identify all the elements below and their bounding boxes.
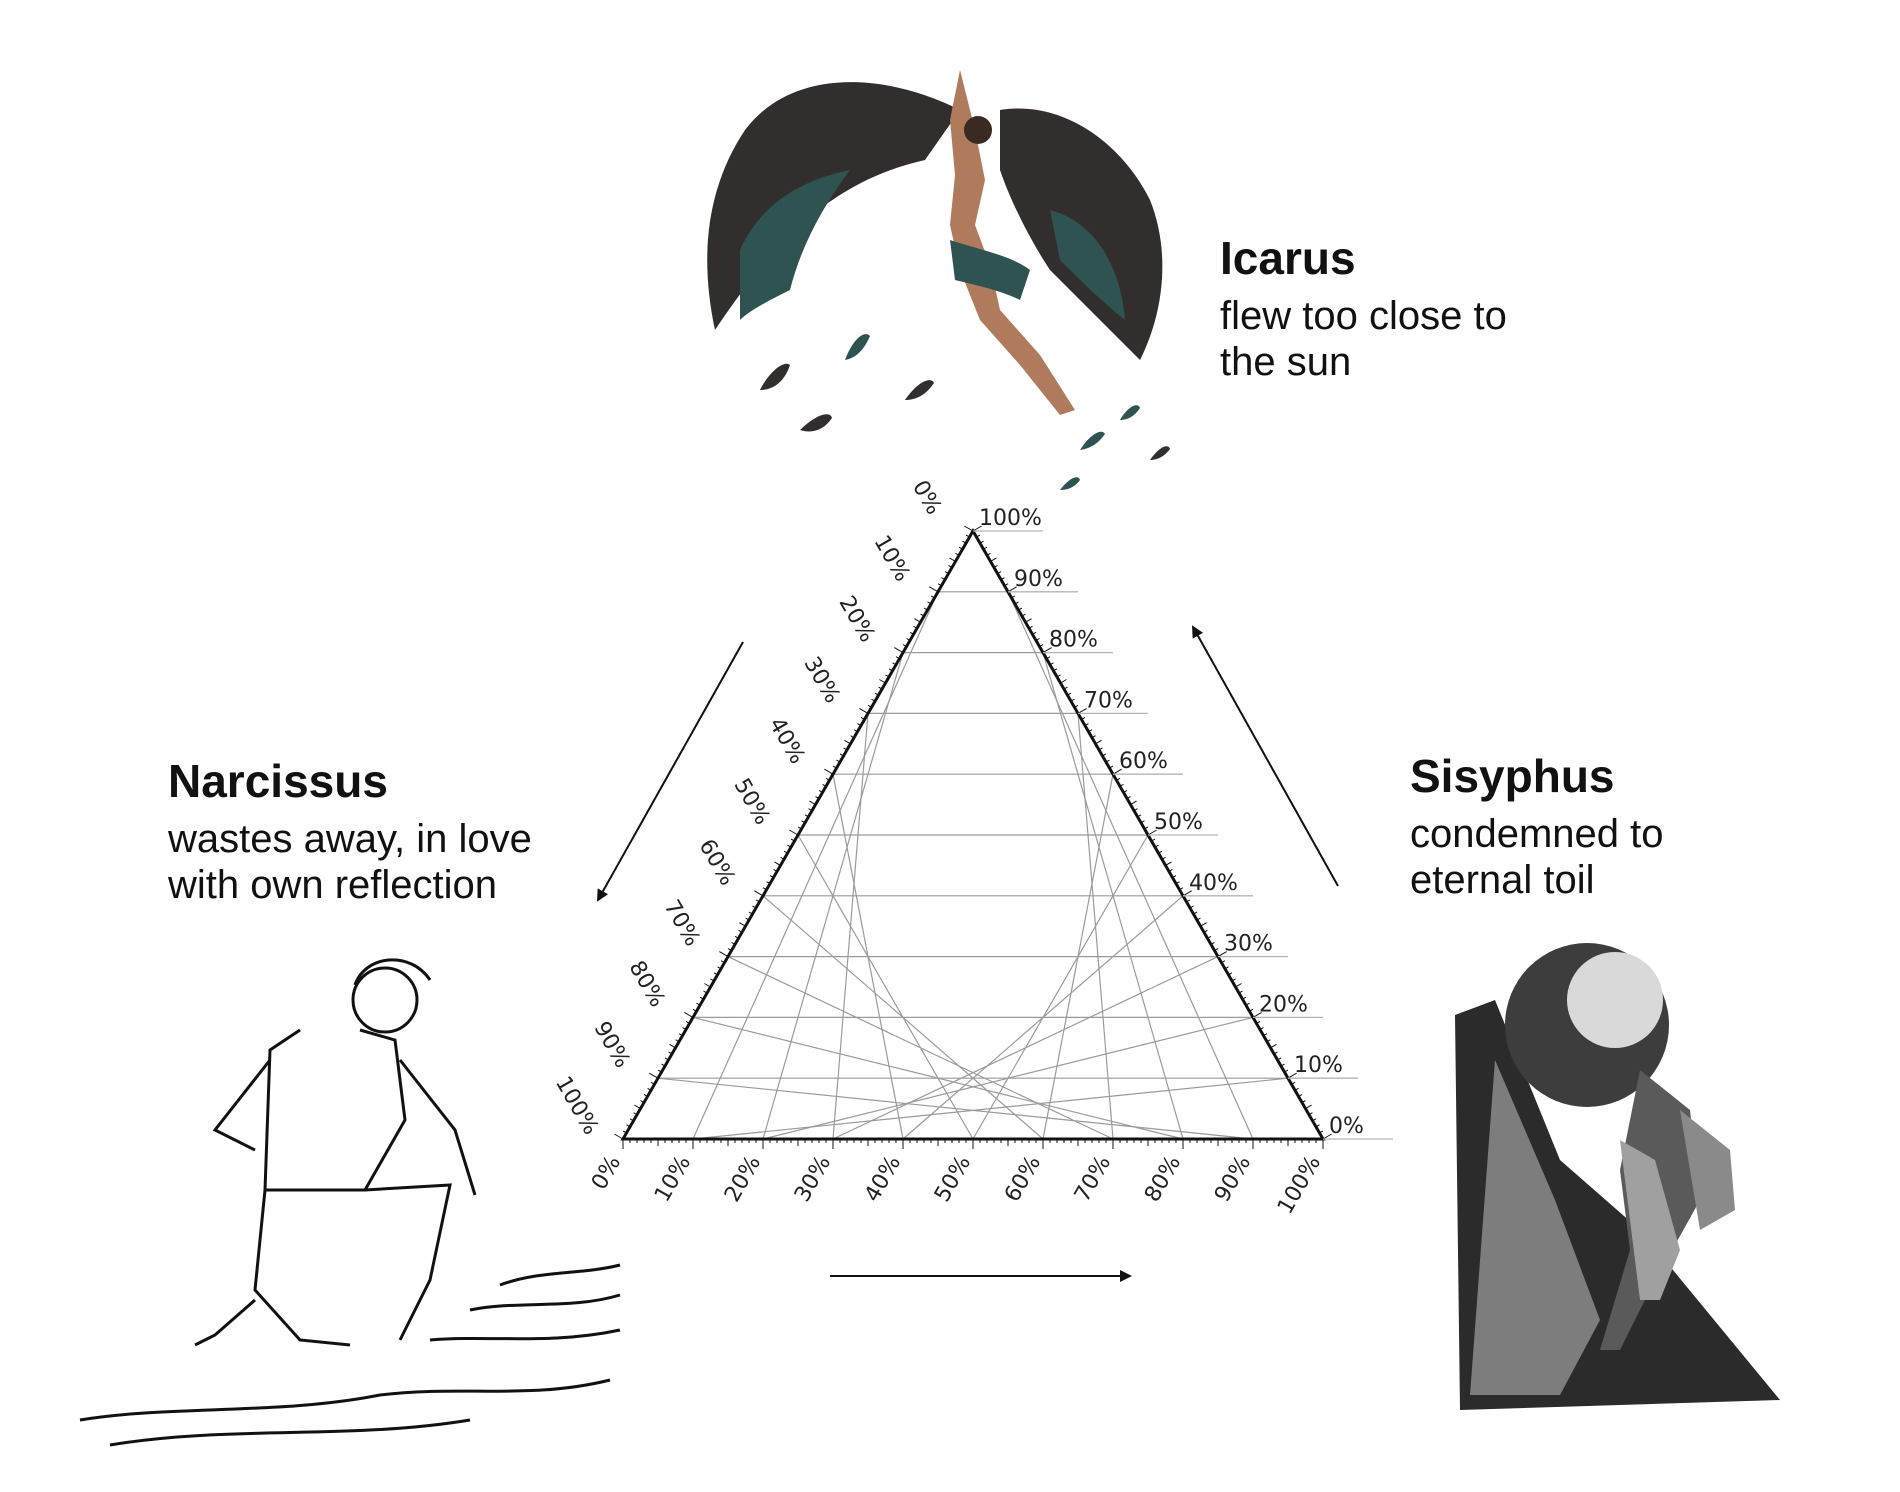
right-axis-tick-label: 80% [1049,628,1098,653]
right-axis-tick-label: 70% [1084,688,1133,713]
bottom-axis-tick-label: 0% [587,1152,626,1195]
left-axis-tick-label: 100% [550,1072,603,1139]
icarus-illustration [707,70,1170,490]
bottom-axis-tick-label: 30% [790,1152,836,1207]
right-axis-tick [1287,1072,1297,1079]
right-axis-tick [1147,829,1157,836]
right-axis-tick [1042,647,1052,654]
left-axis-tick [754,890,764,897]
left-axis-tick-label: 60% [694,835,740,890]
sisyphus-name: Sisyphus [1410,750,1615,802]
right-axis-tick [1007,586,1017,593]
grid-line-right [972,834,1149,1140]
right-axis-tick-label: 20% [1259,992,1308,1017]
right-axis-tick [1217,951,1227,958]
sisyphus-caption-line1: condemned to [1410,811,1664,856]
bottom-axis-tick-label: 70% [1070,1152,1116,1207]
left-axis-tick [649,1072,659,1079]
sisyphus-label: Sisyphus condemned to eternal toil [1410,750,1830,903]
right-axis-tick [1252,1011,1262,1018]
arrow-sisyphus-to-icarus [1192,625,1339,887]
left-axis-tick [614,1133,624,1140]
grid-line-right [1007,591,1254,1140]
grid-line-left [797,834,974,1140]
icarus-caption-line2: the sun [1220,339,1352,384]
right-axis-tick-label: 90% [1014,567,1063,592]
bottom-axis-tick-label: 10% [650,1152,696,1207]
bottom-axis-tick-label: 40% [860,1152,906,1207]
grid-line-right [1042,774,1114,1140]
right-axis-tick-label: 0% [1329,1114,1364,1139]
bottom-axis-tick-label: 20% [720,1152,766,1207]
grid-line-right [1042,652,1184,1140]
arrow-icarus-to-narcissus [597,641,744,902]
left-axis-tick-label: 10% [869,531,915,586]
narcissus-caption-line2: with own reflection [168,862,498,907]
left-axis-tick-label: 0% [907,476,946,519]
left-axis-tick-label: 40% [764,714,810,769]
left-axis-tick-label: 30% [799,653,845,708]
left-axis-tick-label: 80% [624,957,670,1012]
left-axis-tick [964,525,974,532]
left-axis-tick-label: 70% [659,896,705,951]
bottom-axis-tick-label: 80% [1140,1152,1186,1207]
grid-line-right [1077,713,1114,1140]
grid-line-left [762,895,1044,1140]
narcissus-label: Narcissus wastes away, in love with own … [168,755,588,908]
right-axis-tick [1182,890,1192,897]
grid-line-left [692,1016,1184,1140]
narcissus-name: Narcissus [168,755,388,807]
left-axis-tick [894,647,904,654]
left-axis-tick-label: 20% [834,592,880,647]
icarus-caption-line1: flew too close to [1220,293,1507,338]
left-axis-tick [719,951,729,958]
icarus-label: Icarus flew too close to the sun [1220,232,1640,385]
right-axis-tick-label: 30% [1224,932,1273,957]
left-axis-tick-label: 50% [729,774,775,829]
left-axis-tick [824,768,834,775]
narcissus-illustration [79,958,621,1447]
left-axis-tick [859,707,869,714]
icarus-name: Icarus [1220,232,1356,284]
bottom-axis-tick-label: 90% [1210,1152,1256,1207]
narcissus-caption-line1: wastes away, in love [168,816,532,861]
right-axis-tick-label: 60% [1119,749,1168,774]
right-axis-tick [972,525,982,532]
left-axis-tick-label: 90% [589,1018,635,1073]
right-axis-tick [1322,1133,1332,1140]
right-axis-tick [1077,707,1087,714]
sisyphus-caption-line2: eternal toil [1410,857,1595,902]
right-axis-tick-label: 50% [1154,810,1203,835]
left-axis-tick [789,829,799,836]
right-axis-tick-label: 100% [979,506,1042,531]
bottom-axis-tick-label: 100% [1273,1152,1326,1219]
left-axis-tick [929,586,939,593]
grid-line-left [727,956,1114,1140]
left-axis-tick [684,1011,694,1018]
right-axis-tick [1112,768,1122,775]
right-axis-tick-label: 40% [1189,871,1238,896]
right-axis-tick-label: 10% [1294,1053,1343,1078]
bottom-axis-tick-label: 60% [1000,1152,1046,1207]
grid-line-left [657,1077,1254,1140]
ternary-plot: 0%10%20%30%40%50%60%70%80%90%100%100%90%… [550,476,1393,1218]
sisyphus-illustration [1455,943,1780,1410]
bottom-axis-tick-label: 50% [930,1152,976,1207]
